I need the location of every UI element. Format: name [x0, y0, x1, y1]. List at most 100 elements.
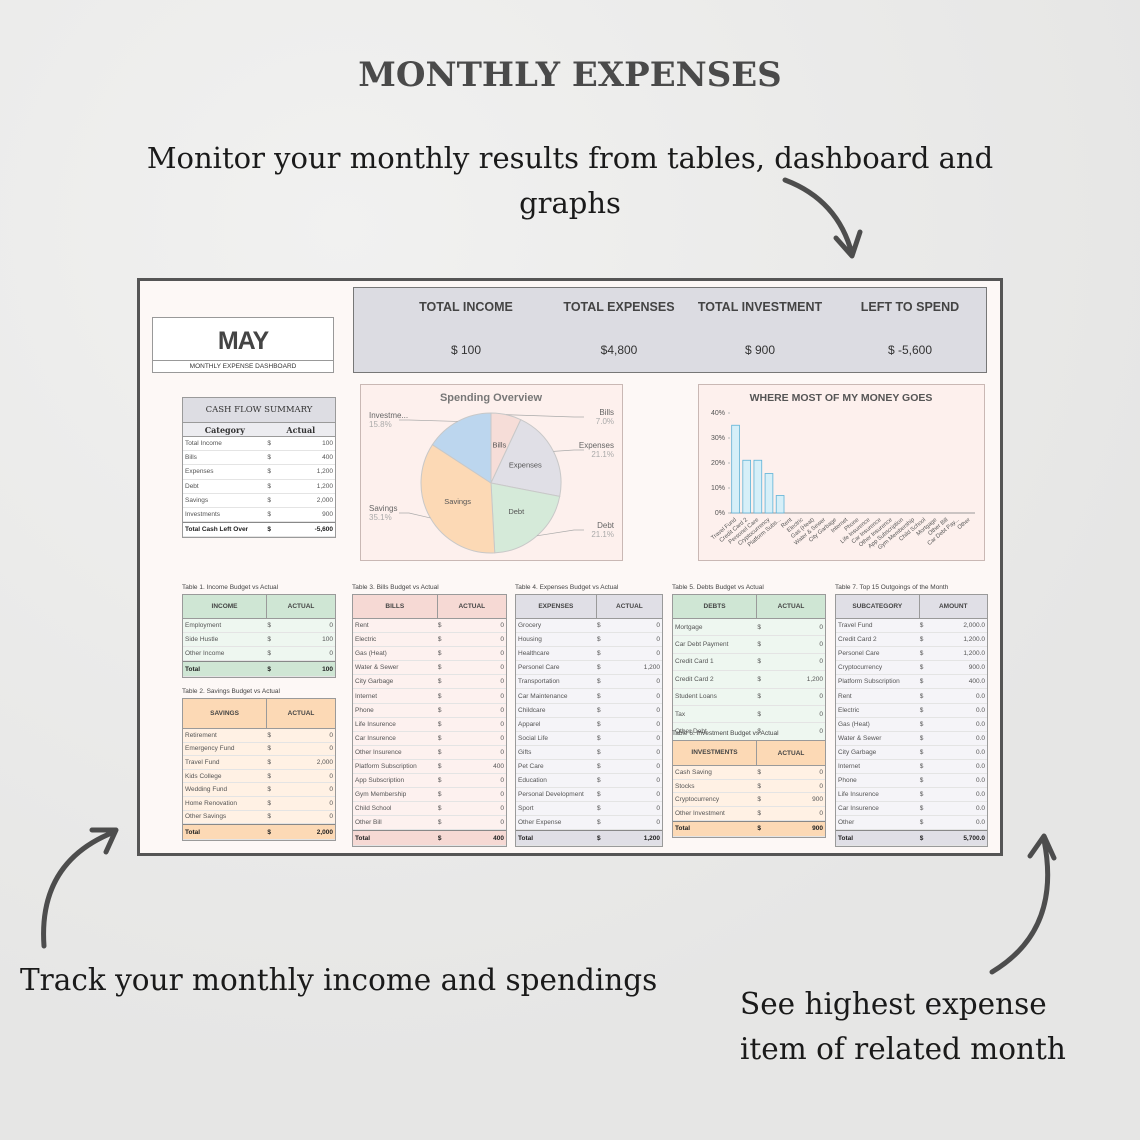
cell-currency: $	[919, 834, 924, 842]
cell-name: Total	[838, 834, 854, 842]
table-row: Cryptocurrency $900	[673, 793, 825, 808]
cell-value: 0.0	[975, 692, 985, 700]
cell-currency: $	[437, 706, 442, 714]
cell-currency: $	[919, 664, 924, 672]
cell-currency: $	[597, 636, 601, 644]
cell-currency: $	[437, 692, 442, 700]
cell-currency: $	[437, 791, 442, 799]
table-row: Rent $0	[353, 619, 506, 634]
month-box: MAY MONTHLY EXPENSE DASHBOARD	[152, 317, 334, 373]
cell-currency: $	[437, 777, 442, 785]
cell-name: Expenses	[185, 468, 214, 476]
percent-label: 21.1%	[591, 530, 614, 539]
y-tick-label: 10%	[711, 485, 725, 492]
cell-name: Gas (Heat)	[355, 650, 387, 658]
cell-value: 0	[500, 819, 504, 827]
cell-name: Total	[185, 665, 201, 673]
cell-currency: $	[267, 772, 271, 780]
table-row: Rent $0.0	[836, 689, 987, 704]
table-row: Gym Membership $0	[353, 788, 506, 803]
cell-value: 0	[329, 622, 333, 629]
cell-currency: $	[267, 665, 271, 673]
cell-currency: $	[757, 710, 761, 718]
table-row: Life Insurence $0	[353, 718, 506, 732]
outer-label: Savings	[369, 504, 397, 513]
cell-value: 0	[500, 734, 504, 742]
table-row: Car Insurence $0.0	[836, 802, 987, 817]
cell-currency: $	[597, 706, 601, 714]
cell-currency: $	[267, 636, 271, 643]
y-tick-label: 20%	[711, 460, 725, 467]
percent-label: 7.0%	[596, 417, 614, 426]
table-row: Other Income $0	[183, 647, 335, 661]
cell-value: 0	[819, 623, 823, 631]
table-row: Total $400	[353, 830, 506, 847]
bar	[742, 459, 752, 514]
table-caption: Table 1. Income Budget vs Actual	[182, 584, 279, 591]
cell-value: 0.0	[975, 720, 985, 728]
cell-name: Phone	[355, 706, 374, 714]
cell-value: 1,200	[316, 482, 333, 490]
leader-line	[399, 512, 431, 519]
cell-name: Platform Subscription	[838, 678, 900, 686]
table-row: Credit Card 1 $0	[673, 654, 825, 672]
table-row: Investments $900	[183, 508, 335, 523]
cell-value: 0	[819, 768, 823, 776]
arrow	[989, 833, 1057, 975]
cell-name: Other Investment	[675, 809, 725, 817]
cell-currency: $	[437, 734, 442, 742]
table-header: BILLS ACTUAL	[353, 595, 506, 619]
cell-value: 0	[656, 748, 660, 756]
cell-name: Sport	[518, 805, 534, 813]
table-row: Gas (Heat) $0.0	[836, 718, 987, 732]
percent-label: 35.1%	[369, 513, 392, 522]
cell-name: Total	[355, 834, 371, 842]
cell-value: 0	[656, 819, 660, 827]
cell-currency: $	[597, 664, 601, 672]
outer-label: Bills	[599, 408, 614, 417]
bar	[731, 424, 740, 514]
cell-name: Emergency Fund	[185, 745, 235, 753]
cell-name: Side Hustle	[185, 636, 219, 643]
cell-currency: $	[437, 834, 442, 842]
cell-currency: $	[267, 454, 271, 462]
cell-value: 0	[500, 692, 504, 700]
cell-currency: $	[597, 650, 601, 658]
cell-currency: $	[597, 720, 601, 728]
cell-value: 0	[656, 720, 660, 728]
cell-currency: $	[757, 675, 761, 683]
table-row: Travel Fund $2,000.0	[836, 619, 987, 634]
table-row: Grocery $0	[516, 619, 662, 634]
cell-value: 0	[500, 748, 504, 756]
cell-name: Travel Fund	[185, 758, 220, 766]
cell-currency: $	[437, 720, 442, 728]
cell-value: 0	[329, 799, 333, 807]
cell-name: Transportation	[518, 678, 560, 686]
cell-currency: $	[437, 819, 442, 827]
cell-name: Tax	[675, 710, 686, 718]
table-row: Phone $0	[353, 704, 506, 718]
kpi-value: $ 100	[450, 343, 482, 357]
cell-name: Personal Development	[518, 791, 584, 799]
cell-value: 2,000	[316, 758, 333, 766]
cell-name: Child School	[355, 805, 392, 813]
cell-name: Other Debt	[675, 728, 707, 736]
cell-currency: $	[267, 758, 271, 766]
cell-name: Housing	[518, 636, 542, 644]
table-row: Expenses $1,200	[183, 465, 335, 480]
page-title: MONTHLY EXPENSES	[358, 55, 782, 95]
table-row: Pet Care $0	[516, 760, 662, 775]
cell-value: 0	[329, 650, 333, 657]
cell-value: 5,700.0	[963, 834, 985, 842]
cell-value: 0	[329, 772, 333, 780]
table-row: Water & Sewer $0.0	[836, 732, 987, 746]
data-table: EXPENSES ACTUAL Grocery $0 Housing $0 Healthca…	[515, 594, 663, 848]
cell-name: Car Insurence	[355, 734, 396, 742]
cell-name: Water & Sewer	[838, 734, 882, 742]
table-row: Total Income $100	[183, 437, 335, 452]
cell-name: Credit Card 2	[675, 675, 714, 683]
cell-currency: $	[757, 728, 761, 736]
cell-value: 0	[819, 658, 823, 666]
cell-currency: $	[919, 720, 924, 728]
data-table: INCOME ACTUAL Employment $0 Side Hustle $100 O…	[182, 594, 336, 678]
